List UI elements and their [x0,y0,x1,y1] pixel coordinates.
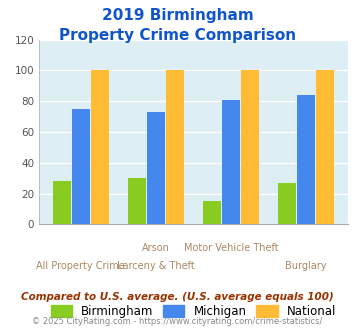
Bar [222,100,240,224]
Text: Motor Vehicle Theft: Motor Vehicle Theft [184,243,278,253]
Bar [147,112,165,224]
Bar [316,70,334,224]
Bar [278,183,296,224]
Text: All Property Crime: All Property Crime [37,261,125,271]
Text: Arson: Arson [142,243,170,253]
Bar [297,95,315,224]
Bar [241,70,259,224]
Bar [91,70,109,224]
Legend: Birmingham, Michigan, National: Birmingham, Michigan, National [46,301,341,323]
Bar [72,109,90,224]
Text: Compared to U.S. average. (U.S. average equals 100): Compared to U.S. average. (U.S. average … [21,292,334,302]
Text: Property Crime Comparison: Property Crime Comparison [59,28,296,43]
Text: © 2025 CityRating.com - https://www.cityrating.com/crime-statistics/: © 2025 CityRating.com - https://www.city… [32,317,323,326]
Bar [203,201,221,224]
Text: 2019 Birmingham: 2019 Birmingham [102,8,253,23]
Bar [128,178,146,224]
Text: Larceny & Theft: Larceny & Theft [117,261,195,271]
Bar [166,70,184,224]
Bar [53,181,71,224]
Text: Burglary: Burglary [285,261,327,271]
